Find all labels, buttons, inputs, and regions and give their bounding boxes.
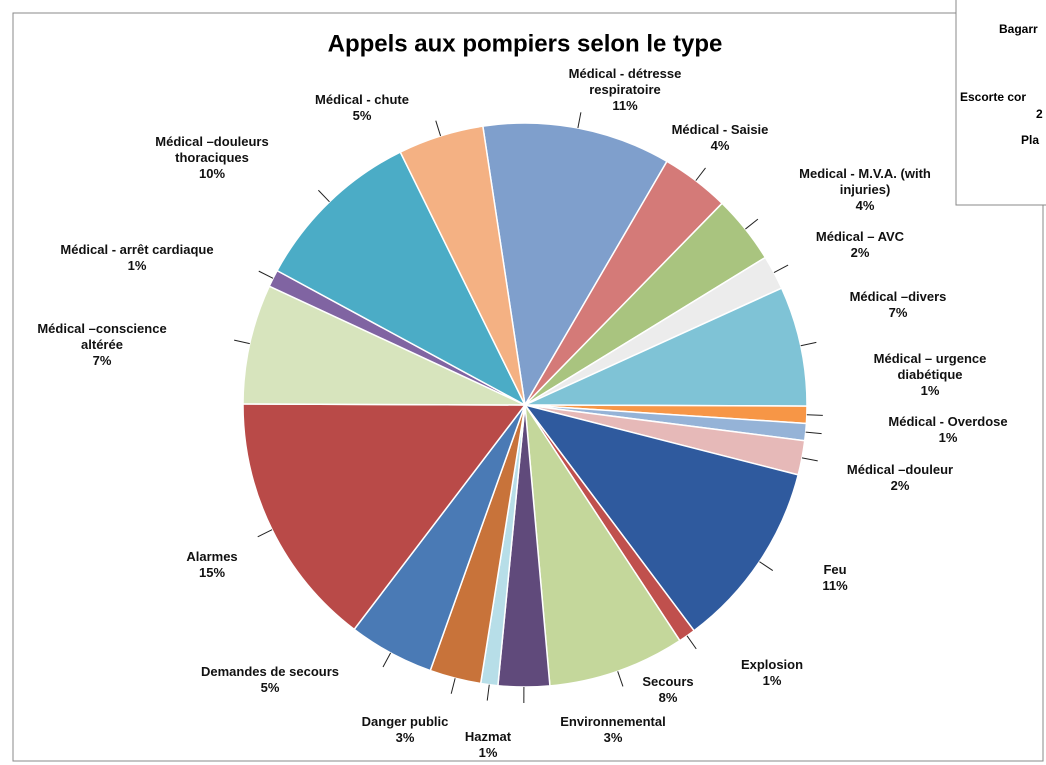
slice-label: Médical –douleurs thoraciques 10% — [127, 134, 297, 182]
leader-line — [800, 341, 817, 347]
slice-category: Médical –douleur — [846, 462, 954, 477]
slice-category: Alarmes — [186, 549, 238, 564]
slice-value: 15% — [198, 565, 226, 580]
slice-label: Environnemental 3% — [528, 714, 698, 746]
leader-line — [318, 189, 330, 203]
leader-line — [435, 120, 442, 137]
slice-value: 1% — [127, 258, 147, 273]
slice-label: Médical –conscience altérée 7% — [17, 321, 187, 369]
slice-category: Medical - M.V.A. (with injuries) — [799, 166, 931, 197]
leader-line — [695, 167, 706, 181]
slice-value: 1% — [762, 673, 782, 688]
slice-value: 11% — [822, 578, 848, 593]
leader-line — [486, 684, 490, 701]
slice-value: 3% — [395, 730, 415, 745]
slice-value: 7% — [888, 305, 908, 320]
leader-line — [686, 635, 697, 650]
slice-category: Médical - détresse respiratoire — [568, 66, 682, 97]
slice-value: 3% — [603, 730, 623, 745]
leader-line — [806, 414, 823, 416]
leader-line — [745, 218, 759, 230]
slice-label: Médical - Overdose 1% — [863, 414, 1033, 446]
slice-category: Feu — [823, 562, 847, 577]
slice-label: Médical - chute 5% — [277, 92, 447, 124]
slice-value: 4% — [710, 138, 730, 153]
leader-line — [617, 671, 624, 687]
slice-value: 5% — [352, 108, 372, 123]
leader-line — [805, 431, 822, 435]
slice-label: Médical – urgence diabétique 1% — [845, 351, 1015, 399]
pie-slice — [524, 287, 808, 407]
pie-slice — [399, 125, 526, 406]
slice-category: Explosion — [740, 657, 804, 672]
pie-slice — [276, 151, 527, 407]
slice-category: Médical –conscience altérée — [37, 321, 167, 352]
side-panel — [955, 0, 1046, 206]
slice-category: Demandes de secours — [200, 664, 339, 679]
slice-value: 8% — [658, 690, 678, 705]
slice-value: 1% — [478, 745, 498, 760]
leader-line — [773, 264, 789, 273]
slice-label: Explosion 1% — [687, 657, 857, 689]
slice-category: Hazmat — [464, 729, 512, 744]
slice-category: Secours — [642, 674, 694, 689]
slice-category: Médical – AVC — [815, 229, 905, 244]
leader-line — [258, 270, 274, 279]
slice-category: Médical –divers — [849, 289, 947, 304]
leader-line — [382, 652, 392, 668]
slice-category: Médical –douleurs thoraciques — [155, 134, 269, 165]
slice-value: 1% — [920, 383, 940, 398]
slice-value: 2% — [850, 245, 870, 260]
slice-label: Médical –douleur 2% — [815, 462, 985, 494]
slice-value: 10% — [198, 166, 226, 181]
slice-value: 11% — [612, 98, 638, 113]
slice-value: 7% — [92, 353, 112, 368]
slice-label: Hazmat 1% — [403, 729, 573, 761]
leader-line — [234, 339, 250, 345]
slice-label: Danger public 3% — [320, 714, 490, 746]
slice-category: Environnemental — [560, 714, 666, 729]
side-text: Escorte cor — [960, 90, 1027, 104]
pie-slice — [242, 403, 527, 631]
slice-value: 2% — [890, 478, 910, 493]
leader-line — [577, 112, 582, 129]
leader-line — [801, 457, 818, 462]
pie-slice — [523, 403, 800, 632]
slice-value: 4% — [855, 198, 875, 213]
side-text: Bagarr — [999, 22, 1038, 36]
pie-slice — [481, 122, 668, 408]
slice-label: Médical - Saisie 4% — [635, 122, 805, 154]
slice-category: Médical - chute — [315, 92, 409, 107]
leader-line — [257, 529, 273, 538]
slice-value: 5% — [260, 680, 280, 695]
slice-label: Secours 8% — [583, 674, 753, 706]
chart-title: Appels aux pompiers selon le type — [328, 30, 723, 57]
slice-label: Alarmes 15% — [127, 549, 297, 581]
slice-label: Médical –divers 7% — [813, 289, 983, 321]
side-text: Pla — [1021, 133, 1040, 147]
leader-line — [450, 678, 456, 694]
slice-label: Feu 11% — [750, 562, 920, 594]
pie-slice — [524, 404, 681, 687]
slice-category: Danger public — [361, 714, 449, 729]
slice-category: Médical - Overdose — [888, 414, 1008, 429]
pie-slice — [242, 285, 526, 406]
slice-label: Demandes de secours 5% — [185, 664, 355, 696]
slice-label: Médical - détresse respiratoire 11% — [540, 66, 710, 114]
slice-category: Médical – urgence diabétique — [873, 351, 987, 382]
slice-label: Médical – AVC 2% — [775, 229, 945, 261]
slice-label: Médical - arrêt cardiaque 1% — [52, 242, 222, 274]
slice-label: Medical - M.V.A. (with injuries) 4% — [780, 166, 950, 214]
side-text: 2 — [1036, 107, 1043, 121]
slice-value: 1% — [938, 430, 958, 445]
leader-line — [759, 561, 774, 571]
slice-category: Médical - Saisie — [671, 122, 769, 137]
slice-category: Médical - arrêt cardiaque — [60, 242, 214, 257]
